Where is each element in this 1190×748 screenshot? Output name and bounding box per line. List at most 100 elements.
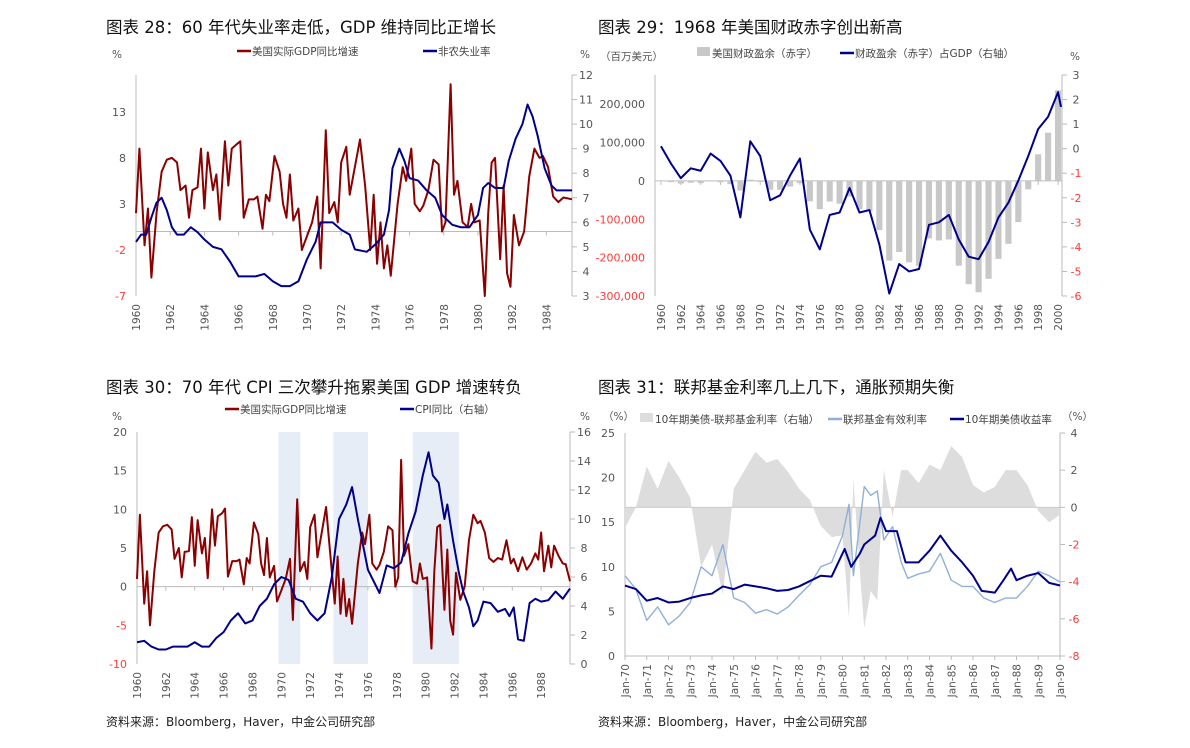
bar bbox=[677, 180, 684, 184]
recession-shade bbox=[333, 432, 368, 664]
bar bbox=[906, 180, 913, 263]
x-tick-label: Jan-75 bbox=[729, 664, 741, 698]
series-line bbox=[136, 451, 571, 651]
series-line bbox=[135, 83, 573, 297]
left-axis-unit: % bbox=[112, 49, 122, 61]
x-tick-label: 1986 bbox=[914, 304, 926, 331]
bar bbox=[975, 180, 982, 293]
bar bbox=[945, 180, 952, 240]
y-tick-left: 13 bbox=[112, 106, 126, 119]
y-tick-right: 12 bbox=[577, 484, 591, 497]
y-tick-right: 1 bbox=[1073, 118, 1080, 131]
source-note-right: 资料来源：Bloomberg，Haver，中金公司研究部 bbox=[598, 715, 868, 729]
y-tick-right: 4 bbox=[583, 265, 590, 278]
x-tick-label: 1996 bbox=[1013, 304, 1025, 331]
y-tick-right: 11 bbox=[579, 94, 593, 107]
x-tick-label: Jan-84 bbox=[925, 664, 937, 699]
bar bbox=[876, 180, 883, 231]
bar bbox=[707, 180, 714, 182]
x-tick-label: 1980 bbox=[854, 304, 866, 331]
legend-label: 10年期美债收益率 bbox=[965, 413, 1052, 426]
x-tick-label: 1998 bbox=[1033, 304, 1045, 331]
legend-label: 美国财政盈余（赤字） bbox=[712, 47, 817, 60]
x-tick-label: 1990 bbox=[954, 304, 966, 331]
bar bbox=[985, 180, 992, 279]
x-tick-label: 1976 bbox=[363, 672, 375, 699]
x-tick-label: 1982 bbox=[450, 672, 462, 699]
source-note-left: 资料来源：Bloomberg，Haver，中金公司研究部 bbox=[106, 715, 376, 729]
bar bbox=[767, 180, 774, 190]
y-tick-left: 25 bbox=[601, 427, 615, 440]
bar bbox=[925, 180, 933, 239]
bar bbox=[896, 180, 903, 253]
y-tick-right: -1 bbox=[1071, 167, 1082, 180]
x-tick-label: 1972 bbox=[305, 672, 317, 699]
x-tick-label: 1978 bbox=[439, 304, 451, 331]
y-tick-right: 0 bbox=[1073, 143, 1080, 156]
bar bbox=[747, 179, 754, 181]
legend-label: 美国实际GDP同比增速 bbox=[240, 403, 347, 416]
y-tick-left: 3 bbox=[119, 198, 126, 211]
chart-title-30: 图表 30：70 年代 CPI 三次攀升拖累美国 GDP 增速转负 bbox=[106, 378, 522, 397]
right-axis-unit: % bbox=[580, 411, 590, 423]
y-tick-right: 10 bbox=[579, 118, 593, 131]
chart-title-29: 图表 29：1968 年美国财政赤字创出新高 bbox=[598, 18, 903, 37]
bar bbox=[717, 180, 724, 183]
bar bbox=[816, 180, 823, 210]
x-tick-label: 1966 bbox=[234, 304, 246, 331]
bar bbox=[866, 180, 873, 212]
x-tick-label: 1974 bbox=[370, 304, 382, 331]
bar bbox=[727, 180, 734, 185]
x-tick-label: 1982 bbox=[507, 304, 519, 331]
y-tick-right: 8 bbox=[583, 167, 590, 180]
y-tick-left: 15 bbox=[601, 516, 615, 529]
y-tick-right: -6 bbox=[1071, 290, 1082, 303]
y-tick-right: 4 bbox=[1071, 427, 1078, 440]
y-tick-left: -300,000 bbox=[596, 290, 645, 303]
y-tick-right: -2 bbox=[1069, 539, 1080, 552]
y-tick-right: 0 bbox=[581, 658, 588, 671]
y-tick-right: -4 bbox=[1069, 576, 1080, 589]
right-axis-unit: % bbox=[1070, 51, 1080, 63]
bar bbox=[1035, 154, 1042, 181]
y-tick-left: 5 bbox=[120, 542, 127, 555]
y-tick-right: 0 bbox=[1071, 501, 1078, 514]
recession-shade bbox=[278, 432, 301, 664]
chart-title-31: 图表 31：联邦基金利率几上几下，通胀预期失衡 bbox=[598, 378, 955, 397]
x-tick-label: 1972 bbox=[336, 304, 348, 331]
y-tick-right: 7 bbox=[583, 192, 590, 205]
x-tick-label: 1992 bbox=[974, 304, 986, 331]
y-tick-right: -3 bbox=[1071, 216, 1082, 229]
x-tick-label: 1974 bbox=[334, 672, 346, 699]
bar bbox=[965, 180, 972, 285]
y-tick-left: 200,000 bbox=[600, 98, 646, 111]
bar bbox=[1025, 180, 1032, 190]
x-tick-label: Jan-82 bbox=[881, 664, 893, 698]
y-tick-right: -8 bbox=[1069, 650, 1080, 663]
x-tick-label: 1964 bbox=[696, 304, 708, 331]
x-tick-label: 1988 bbox=[536, 672, 548, 699]
x-tick-label: 1982 bbox=[874, 304, 886, 331]
x-tick-label: 1980 bbox=[473, 304, 485, 331]
series-line bbox=[624, 485, 1061, 626]
y-tick-right: 12 bbox=[579, 69, 593, 82]
series-line bbox=[135, 103, 572, 288]
y-tick-left: -10 bbox=[109, 658, 127, 671]
y-tick-right: 16 bbox=[577, 426, 591, 439]
x-tick-label: 1968 bbox=[268, 304, 280, 331]
series-line bbox=[136, 451, 571, 651]
bar bbox=[915, 180, 923, 266]
x-tick-label: Jan-70 bbox=[620, 664, 632, 698]
series-line bbox=[135, 83, 573, 297]
series-line bbox=[624, 485, 1061, 626]
x-tick-label: 1978 bbox=[835, 304, 847, 331]
legend-swatch bbox=[697, 47, 710, 56]
y-tick-left: 15 bbox=[113, 465, 127, 478]
y-tick-left: -7 bbox=[115, 290, 126, 303]
x-tick-label: 1980 bbox=[421, 672, 433, 699]
spread-area bbox=[625, 446, 1060, 629]
legend-label: 财政盈余（赤字）占GDP（右轴） bbox=[855, 47, 1014, 60]
bar bbox=[856, 180, 863, 210]
bar bbox=[806, 180, 813, 202]
x-tick-label: 1964 bbox=[190, 672, 202, 699]
